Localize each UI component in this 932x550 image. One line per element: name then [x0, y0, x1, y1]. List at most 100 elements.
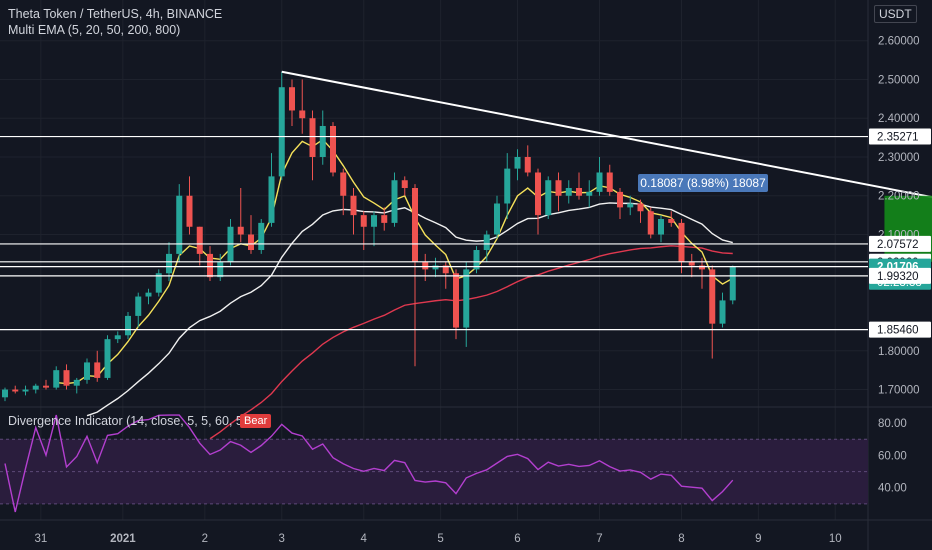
price-label-bg — [869, 267, 931, 284]
price-label: 2.35271 — [877, 132, 919, 144]
candle-body — [319, 125, 326, 157]
candle-body — [422, 261, 429, 270]
bear-badge: Bear — [240, 414, 272, 428]
candle-body — [104, 339, 111, 378]
price-tick-label: 2.20000 — [878, 191, 920, 203]
candle-body — [729, 266, 736, 301]
candle-body — [627, 203, 634, 208]
time-tick-label: 2021 — [110, 533, 136, 545]
symbol-title: Theta Token / TetherUS, 4h, BINANCE — [8, 7, 223, 21]
candle-body — [217, 261, 224, 278]
candle-body — [63, 370, 70, 386]
price-tick-label: 1.70000 — [878, 385, 920, 397]
time-tick-label: 6 — [514, 533, 520, 545]
currency-selector[interactable]: USDT — [874, 5, 917, 23]
candle-body — [155, 273, 162, 293]
candle-body — [463, 269, 470, 328]
candle-body — [258, 222, 265, 251]
time-tick-label: 10 — [829, 533, 842, 545]
time-tick-label: 9 — [755, 533, 761, 545]
price-tick-label: 2.40000 — [878, 113, 920, 125]
time-tick-label: 3 — [279, 533, 285, 545]
candle-body — [576, 187, 582, 196]
candle-body — [504, 168, 511, 204]
candle-body — [688, 261, 695, 266]
candle-body — [53, 370, 60, 388]
candle-body — [473, 250, 480, 270]
candle-body — [166, 253, 172, 274]
time-tick-label: 8 — [678, 533, 684, 545]
candle-body — [617, 191, 623, 208]
price-tick-label: 2.60000 — [878, 36, 920, 48]
candle-body — [350, 195, 357, 216]
candle-body — [43, 385, 49, 388]
price-tick-label: 2.30000 — [878, 152, 920, 164]
oscillator-line — [4, 414, 734, 513]
candle-body — [535, 172, 541, 216]
candle-body — [237, 226, 244, 235]
time-tick-label: 2 — [202, 533, 208, 545]
indicator-legend[interactable]: Multi EMA (5, 20, 50, 200, 800) — [8, 23, 181, 37]
candle-body — [596, 172, 603, 192]
candle-body — [555, 180, 562, 196]
ema-slow-line — [209, 245, 733, 440]
candle-body — [114, 335, 121, 340]
ema-mid-line — [86, 202, 733, 417]
candle-body — [494, 203, 500, 235]
candle-body — [432, 265, 439, 270]
candle-body — [330, 125, 336, 173]
candle-body — [135, 296, 142, 316]
candle-body — [442, 265, 449, 274]
price-label: 1.85460 — [877, 325, 919, 337]
candle-body — [678, 222, 685, 262]
candle-body — [84, 362, 90, 380]
candle-body — [360, 215, 367, 227]
candle-body — [94, 362, 101, 378]
candle-body — [412, 187, 418, 262]
candle-body — [606, 172, 613, 192]
candle-body — [381, 215, 388, 223]
candle-body — [371, 215, 377, 227]
candle-body — [268, 176, 275, 223]
candle-body — [658, 219, 664, 235]
oscillator-tick-label: 80.00 — [878, 418, 907, 430]
candle-body — [524, 156, 531, 173]
time-tick-label: 7 — [596, 533, 602, 545]
candle-body — [278, 87, 285, 177]
candle-body — [145, 292, 152, 297]
candle-body — [391, 180, 398, 223]
price-label-bg — [869, 321, 931, 338]
candle-body — [32, 385, 39, 390]
candle-body — [514, 156, 521, 169]
candle-body — [699, 265, 705, 270]
price-label: 1.99320 — [877, 271, 919, 283]
candle-body — [22, 389, 29, 392]
candle-body — [2, 389, 8, 398]
candle-body — [176, 195, 183, 254]
candle-body — [483, 234, 490, 251]
candle-body — [309, 118, 316, 157]
candle-body — [545, 180, 552, 216]
price-tick-label: 1.80000 — [878, 346, 920, 358]
oscillator-tick-label: 60.00 — [878, 450, 907, 462]
candle-body — [565, 187, 572, 196]
candle-body — [125, 315, 131, 336]
price-label: 2.07572 — [877, 239, 919, 251]
oscillator-legend[interactable]: Divergence Indicator (14, close, 5, 5, 6… — [8, 414, 248, 428]
candle-body — [647, 211, 654, 235]
candle-body — [248, 234, 254, 251]
candle-body — [186, 195, 193, 227]
candle-body — [668, 219, 675, 223]
price-label-bg — [869, 128, 931, 145]
candle-body — [73, 379, 80, 386]
candle-body — [586, 191, 593, 196]
candle-body — [299, 110, 306, 119]
candle-body — [207, 253, 213, 278]
trendline — [281, 70, 932, 199]
candle-body — [196, 226, 203, 254]
candle-body — [289, 87, 295, 111]
price-label-bg — [869, 235, 931, 252]
candle-body — [709, 269, 716, 324]
candle-body — [719, 300, 726, 324]
